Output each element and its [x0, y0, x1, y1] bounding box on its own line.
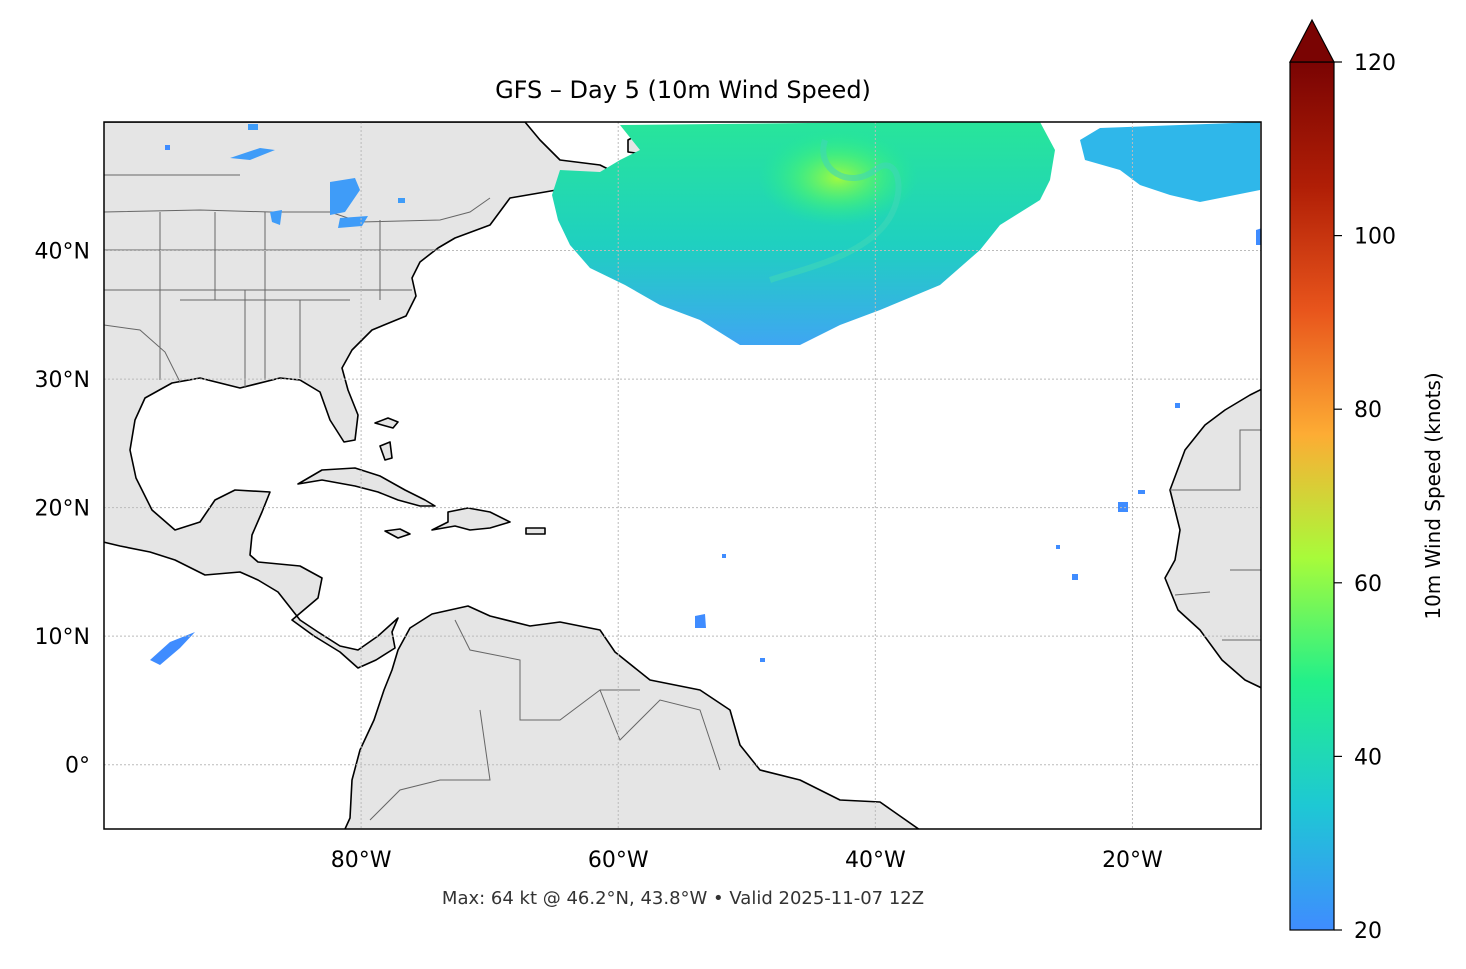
longitude-ticks: 80°W 60°W 40°W 20°W [331, 848, 1163, 873]
north-america-land [104, 122, 621, 669]
storm-core [758, 130, 918, 226]
northeast-atlantic-wind [1080, 122, 1260, 202]
colorbar: 20 40 60 80 100 120 10m Wind Speed (knots) [1289, 18, 1445, 944]
colorbar-tick-label: 80 [1354, 398, 1382, 423]
colorbar-tick-label: 100 [1354, 225, 1396, 250]
puerto-rico-island [525, 527, 546, 535]
wind-speed-field [150, 122, 1261, 665]
lon-tick-label: 80°W [331, 848, 392, 873]
storm-swirl-line [769, 139, 902, 283]
lat-tick-label: 30°N [35, 368, 90, 393]
colorbar-tick-label: 20 [1354, 919, 1382, 944]
border-layer [104, 174, 1261, 821]
great-lakes-wind [230, 124, 405, 228]
latitude-ticks: 40°N 30°N 20°N 10°N 0° [35, 240, 90, 779]
lat-tick-label: 20°N [35, 497, 90, 522]
us-mexico-border [104, 324, 181, 383]
lon-tick-label: 20°W [1102, 848, 1163, 873]
map-footer: Max: 64 kt @ 46.2°N, 43.8°W • Valid 2025… [442, 888, 924, 909]
map-panel: 40°N 30°N 20°N 10°N 0° 80°W 60°W 40°W 20°W [35, 121, 1262, 873]
colorbar-ticks: 20 40 60 80 100 120 [1334, 51, 1396, 944]
storm-wind-region [552, 122, 1055, 345]
gridlines [104, 122, 1261, 829]
colorbar-tick-label: 120 [1354, 51, 1396, 76]
map-frame [103, 121, 1262, 830]
cuba-island [297, 467, 436, 507]
lat-tick-label: 10°N [35, 625, 90, 650]
lat-tick-label: 40°N [35, 240, 90, 265]
africa-borders [1170, 429, 1261, 641]
lon-tick-label: 60°W [588, 848, 649, 873]
land-layer [104, 122, 1261, 829]
south-america-borders [369, 619, 721, 821]
map-title: GFS – Day 5 (10m Wind Speed) [495, 76, 871, 104]
colorbar-gradient [1289, 61, 1335, 931]
colorbar-label: 10m Wind Speed (knots) [1421, 372, 1445, 619]
lat-tick-label: 0° [65, 754, 90, 779]
colorbar-tick-label: 60 [1354, 572, 1382, 597]
colorbar-extend-arrow [1289, 18, 1335, 63]
us-canada-border [104, 197, 491, 223]
jamaica-island [384, 528, 411, 539]
lon-tick-label: 40°W [845, 848, 906, 873]
south-america-land [344, 605, 920, 829]
map-layers [104, 122, 1261, 829]
bahamas-islands [374, 417, 399, 461]
africa-land [1164, 388, 1261, 689]
colorbar-tick-label: 40 [1354, 745, 1382, 770]
hispaniola-island [431, 507, 511, 531]
state-lines [104, 174, 440, 388]
pacific-wind [150, 632, 195, 665]
